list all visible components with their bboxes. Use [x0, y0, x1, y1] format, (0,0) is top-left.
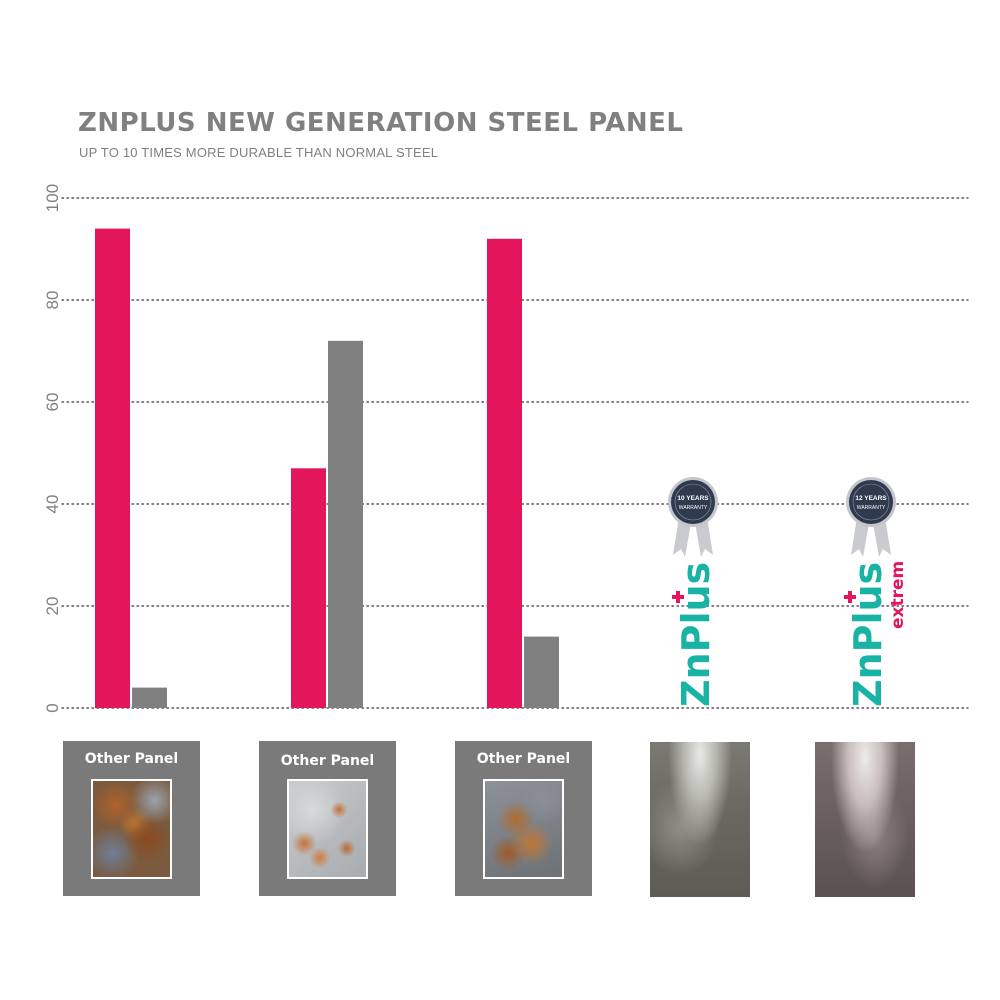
y-tick-label: 0 [43, 703, 62, 712]
badge-years: 12 YEARS [855, 495, 887, 502]
bar-chart: 0 20 40 60 80 100 [43, 184, 969, 713]
znplus-wordmark: ZnPlus [846, 562, 890, 707]
rust-spots-photo [287, 779, 368, 879]
y-tick-label: 100 [43, 184, 62, 212]
bars [95, 228, 559, 709]
plus-icon [672, 591, 684, 603]
extrem-wordmark: extrem [888, 561, 908, 629]
warranty-badge-icon: 10 YEARS WARRANTY [668, 477, 718, 557]
bar [132, 687, 167, 708]
panel-label: Other Panel [476, 751, 571, 767]
znplus-wordmark: ZnPlus [674, 562, 718, 707]
chart-subtitle: UP TO 10 TIMES MORE DURABLE THAN NORMAL … [79, 145, 439, 160]
znplus-logo: 10 YEARS WARRANTY ZnPlus [668, 477, 718, 707]
badge-warranty: WARRANTY [857, 505, 886, 511]
panel-sample-3: Other Panel [455, 741, 592, 896]
panel-sample-2: Other Panel [259, 741, 396, 896]
rust-heavy-photo [91, 779, 172, 879]
y-tick-label: 80 [43, 291, 62, 310]
bar [524, 636, 559, 708]
panel-sample-1: Other Panel [63, 741, 200, 896]
bar [291, 468, 326, 708]
grid-lines [61, 197, 969, 709]
rust-patches-photo [483, 779, 564, 879]
warranty-badge-icon: 12 YEARS WARRANTY [846, 477, 896, 557]
panel-label: Other Panel [84, 751, 179, 767]
chart-title: ZNPLUS NEW GENERATION STEEL PANEL [78, 108, 684, 138]
y-tick-label: 20 [43, 597, 62, 616]
y-tick-label: 60 [43, 393, 62, 412]
steel-panel-photo [650, 742, 750, 897]
y-axis-ticks: 0 20 40 60 80 100 [43, 184, 62, 713]
badge-years: 10 YEARS [677, 495, 709, 502]
plus-icon [844, 591, 856, 603]
panel-label: Other Panel [280, 753, 375, 769]
y-tick-label: 40 [43, 495, 62, 514]
badge-warranty: WARRANTY [679, 505, 708, 511]
steel-panel-photo [815, 742, 915, 897]
bar [328, 340, 363, 708]
bar [487, 238, 522, 709]
znplus-extrem-logo: 12 YEARS WARRANTY ZnPlus extrem [844, 477, 908, 707]
bar [95, 228, 130, 708]
